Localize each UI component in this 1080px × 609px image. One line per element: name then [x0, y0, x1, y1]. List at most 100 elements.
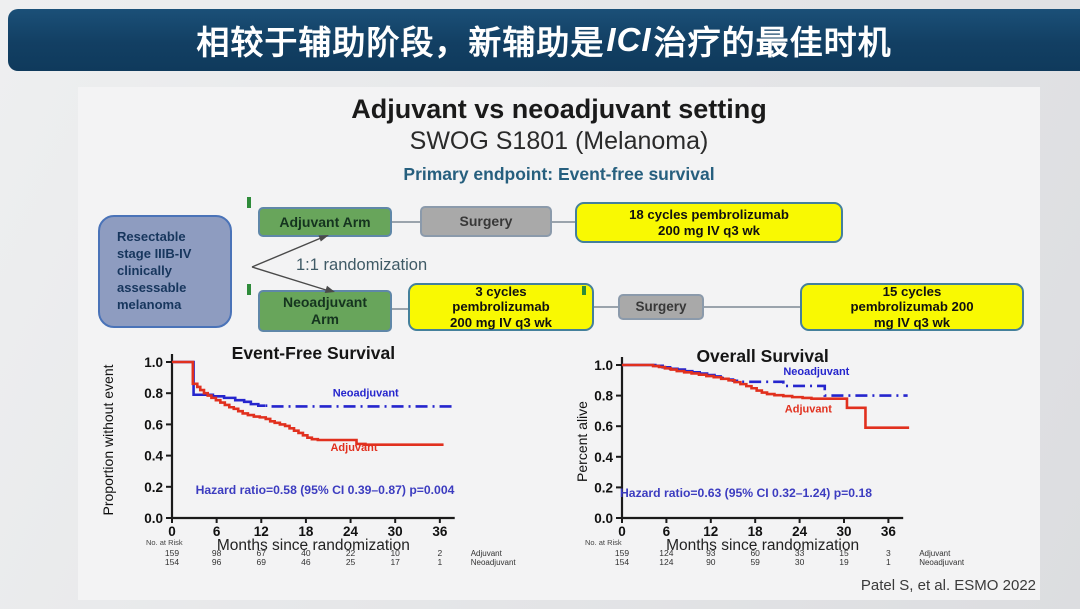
x-tick-label: 0 [168, 524, 176, 539]
risk-row-label: Neoadjuvant [471, 558, 517, 567]
neoadjuvant-curve-dashed [265, 404, 455, 408]
green-tick-icon [247, 284, 251, 295]
green-tick-icon [582, 286, 586, 295]
risk-value: 96 [212, 557, 222, 567]
risk-value: 10 [390, 548, 400, 558]
y-tick-label: 0.0 [144, 511, 163, 526]
green-tick-icon [247, 197, 251, 208]
x-tick-label: 24 [343, 524, 359, 539]
risk-value: 69 [257, 557, 267, 567]
adjuvant-curve [172, 360, 444, 446]
hazard-ratio-annotation: Hazard ratio=0.58 (95% CI 0.39–0.87) p=0… [196, 483, 455, 497]
risk-value: 22 [346, 548, 356, 558]
x-tick-label: 24 [792, 524, 808, 539]
no-at-risk-label: No. at Risk [585, 538, 622, 547]
risk-value: 1 [437, 557, 442, 567]
patient-population-box: Resectable stage IIIB-IV clinically asse… [98, 215, 232, 328]
risk-value: 124 [659, 548, 673, 558]
adjuvant-series-label: Adjuvant [785, 403, 832, 415]
risk-value: 93 [706, 548, 716, 558]
risk-value: 3 [886, 548, 891, 558]
risk-value: 67 [257, 548, 267, 558]
x-tick-label: 30 [836, 524, 851, 539]
risk-value: 19 [839, 557, 849, 567]
y-axis-label: Percent alive [574, 401, 590, 482]
risk-value: 90 [706, 557, 716, 567]
overall-survival-chart: 0.0 0.2 0.4 0.6 0.8 1.0 0 6 12 18 24 30 36 Overall Su… [574, 346, 965, 567]
no-at-risk-label: No. at Risk [146, 538, 183, 547]
adjuvant-arm-box: Adjuvant Arm [258, 207, 392, 237]
randomization-label: 1:1 randomization [296, 256, 428, 274]
x-tick-label: 18 [748, 524, 764, 539]
x-tick-label: 12 [254, 524, 269, 539]
risk-row-label: Neoadjuvant [919, 558, 965, 567]
chart-title: Event-Free Survival [232, 343, 395, 363]
surgery-box-adjuvant: Surgery [420, 206, 552, 237]
risk-value: 40 [301, 548, 311, 558]
x-tick-label: 36 [881, 524, 897, 539]
y-tick-label: 0.2 [144, 480, 163, 495]
neoadjuvant-series-label: Neoadjuvant [783, 366, 849, 378]
neoadjuvant-curve [172, 360, 265, 407]
x-tick-label: 30 [388, 524, 403, 539]
risk-value: 159 [165, 548, 179, 558]
risk-row-label: Adjuvant [919, 549, 951, 558]
event-free-survival-chart: 0.0 0.2 0.4 0.6 0.8 1.0 0 6 12 18 24 30 36 Event-Free… [100, 343, 517, 567]
x-tick-label: 36 [432, 524, 448, 539]
y-tick-label: 0.0 [594, 511, 613, 526]
risk-value: 25 [346, 557, 356, 567]
x-axis-label: Months since randomization [217, 537, 410, 554]
y-axis-label: Proportion without event [100, 364, 116, 515]
y-tick-label: 1.0 [594, 358, 613, 373]
y-tick-label: 0.8 [144, 386, 163, 401]
adjuvant-curve [622, 363, 910, 430]
x-axis-label: Months since randomization [666, 537, 859, 554]
risk-value: 98 [212, 548, 222, 558]
risk-row-label: Adjuvant [471, 549, 503, 558]
risk-value: 154 [165, 557, 179, 567]
figure-subtitle: SWOG S1801 (Melanoma) [409, 127, 709, 155]
x-tick-label: 18 [298, 524, 314, 539]
x-tick-label: 0 [618, 524, 626, 539]
neoadjuvant-arm-box: Neoadjuvant Arm [258, 290, 392, 332]
chart-title: Overall Survival [696, 346, 828, 366]
risk-value: 30 [795, 557, 805, 567]
primary-endpoint: Primary endpoint: Event-free survival [403, 164, 715, 184]
content-panel [78, 87, 1040, 600]
y-tick-label: 0.2 [594, 480, 613, 495]
hazard-ratio-annotation: Hazard ratio=0.63 (95% CI 0.32–1.24) p=0… [620, 486, 872, 500]
adjuvant-series-label: Adjuvant [330, 442, 377, 454]
header-title-ici: ICI [606, 21, 652, 58]
risk-value: 60 [750, 548, 760, 558]
risk-value: 59 [750, 557, 760, 567]
y-tick-label: 0.4 [594, 450, 613, 465]
figure-title: Adjuvant vs neoadjuvant setting [351, 94, 767, 124]
citation: Patel S, et al. ESMO 2022 [860, 577, 1036, 594]
slide-title-bar: 相较于辅助阶段，新辅助是 ICI 治疗的最佳时机 [8, 9, 1080, 71]
header-title-pre: 相较于辅助阶段，新辅助是 [196, 24, 605, 61]
y-tick-label: 0.6 [144, 417, 163, 432]
risk-value: 46 [301, 557, 311, 567]
risk-value: 1 [886, 557, 891, 567]
risk-value: 33 [795, 548, 805, 558]
neoadjuvant-pre-surgery-treatment-box: 3 cycles pembrolizumab 200 mg IV q3 wk [408, 283, 594, 331]
y-tick-label: 0.6 [594, 419, 613, 434]
x-tick-label: 12 [703, 524, 718, 539]
adjuvant-treatment-box: 18 cycles pembrolizumab 200 mg IV q3 wk [575, 202, 843, 243]
neoadjuvant-post-surgery-treatment-box: 15 cycles pembrolizumab 200 mg IV q3 wk [800, 283, 1024, 331]
surgery-box-neoadjuvant: Surgery [618, 294, 704, 320]
risk-value: 15 [839, 548, 849, 558]
x-tick-label: 6 [663, 524, 671, 539]
risk-value: 2 [437, 548, 442, 558]
x-tick-label: 6 [213, 524, 221, 539]
risk-value: 17 [390, 557, 400, 567]
risk-value: 159 [615, 548, 629, 558]
neoadjuvant-series-label: Neoadjuvant [333, 387, 399, 399]
y-tick-label: 0.4 [144, 449, 163, 464]
y-tick-label: 0.8 [594, 389, 613, 404]
risk-value: 124 [659, 557, 673, 567]
y-tick-label: 1.0 [144, 355, 163, 370]
risk-value: 154 [615, 557, 629, 567]
header-title-post: 治疗的最佳时机 [653, 24, 892, 61]
